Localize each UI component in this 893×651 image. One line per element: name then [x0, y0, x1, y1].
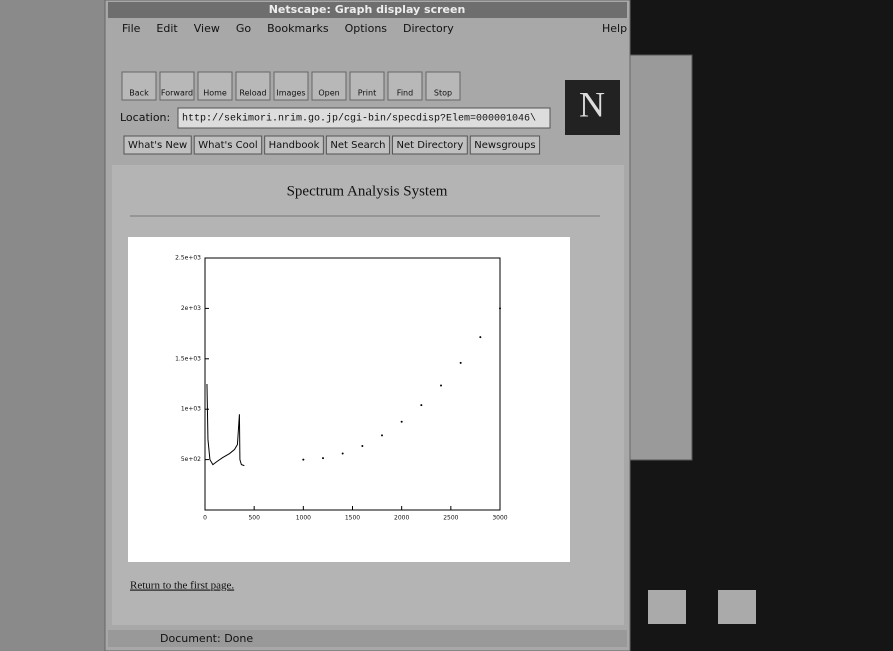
spectrum-dot	[322, 457, 324, 459]
x-tick-label: 2000	[394, 515, 409, 522]
y-tick-label: 1e+03	[181, 406, 201, 413]
toolbar-label[interactable]: Open	[318, 89, 339, 98]
menu-item[interactable]: Go	[236, 22, 252, 35]
spectrum-dot	[420, 404, 422, 406]
toolbar: Back Forward Home Reload Images Open Print Find…	[122, 72, 460, 100]
spectrum-dot	[361, 445, 363, 447]
y-tick-label: 2.5e+03	[175, 255, 201, 262]
logo-letter: N	[579, 84, 605, 124]
spectrum-dot	[302, 459, 304, 461]
screen: {"window": {"title": "Netscape: Graph di…	[0, 0, 893, 651]
x-tick-label: 1000	[296, 515, 311, 522]
spectrum-dot	[440, 385, 442, 387]
directory-label[interactable]: Net Search	[330, 140, 385, 151]
menu-item[interactable]: Options	[345, 22, 388, 35]
spectrum-dot	[479, 336, 481, 338]
back-window	[630, 55, 692, 460]
directory-label[interactable]: What's New	[128, 140, 187, 151]
spectrum-dot	[499, 307, 501, 309]
x-tick-label: 0	[203, 515, 207, 522]
y-tick-label: 5e+02	[181, 456, 201, 463]
plot-image	[128, 237, 570, 562]
location-url[interactable]: http://sekimori.nrim.go.jp/cgi-bin/specd…	[182, 113, 536, 125]
directory-label[interactable]: Net Directory	[396, 140, 463, 151]
desktop-icon	[718, 590, 756, 624]
page-link[interactable]: Return to the first page.	[130, 580, 234, 592]
directory-buttons: What's New What's Cool Handbook Net Search N…	[124, 136, 540, 154]
menu-item[interactable]: Help	[602, 22, 627, 35]
page-heading: Spectrum Analysis System	[287, 183, 448, 199]
toolbar-label[interactable]: Print	[358, 89, 376, 98]
y-tick-label: 1.5e+03	[175, 355, 201, 362]
toolbar-label[interactable]: Forward	[161, 89, 193, 98]
x-tick-label: 500	[248, 515, 260, 522]
toolbar-label[interactable]: Back	[129, 89, 149, 98]
window-title: Netscape: Graph display screen	[269, 3, 466, 16]
y-tick-label: 2e+03	[181, 305, 201, 312]
toolbar-label[interactable]: Find	[397, 89, 413, 98]
menu-item[interactable]: View	[194, 22, 220, 35]
desktop: Netscape: Graph display screen File Edit V…	[0, 0, 893, 651]
spectrum-dot	[342, 453, 344, 455]
menu-item[interactable]: Directory	[403, 22, 454, 35]
status-text: Document: Done	[160, 632, 253, 645]
menu-item[interactable]: Bookmarks	[267, 22, 329, 35]
spectrum-dot	[401, 421, 403, 423]
x-tick-label: 1500	[345, 515, 360, 522]
x-tick-label: 2500	[443, 515, 458, 522]
directory-label[interactable]: What's Cool	[198, 140, 257, 151]
directory-label[interactable]: Handbook	[269, 140, 320, 151]
menu-item[interactable]: Edit	[156, 22, 178, 35]
page: body { margin: 0; width: 893px; height: …	[0, 0, 893, 651]
menu-item[interactable]: File	[122, 22, 141, 35]
spectrum-dot	[460, 362, 462, 364]
directory-label[interactable]: Newsgroups	[474, 140, 535, 151]
x-tick-label: 3000	[492, 515, 507, 522]
toolbar-label[interactable]: Reload	[239, 89, 266, 98]
desktop-icon	[648, 590, 686, 624]
toolbar-label[interactable]: Images	[276, 89, 305, 98]
menu-bar: File Edit View Go Bookmarks Options Directory	[122, 22, 454, 35]
desktop-left	[0, 0, 105, 651]
toolbar-label[interactable]: Home	[203, 89, 227, 98]
spectrum-dot	[381, 434, 383, 436]
location-label: Location:	[120, 111, 170, 124]
toolbar-label[interactable]: Stop	[434, 89, 452, 98]
